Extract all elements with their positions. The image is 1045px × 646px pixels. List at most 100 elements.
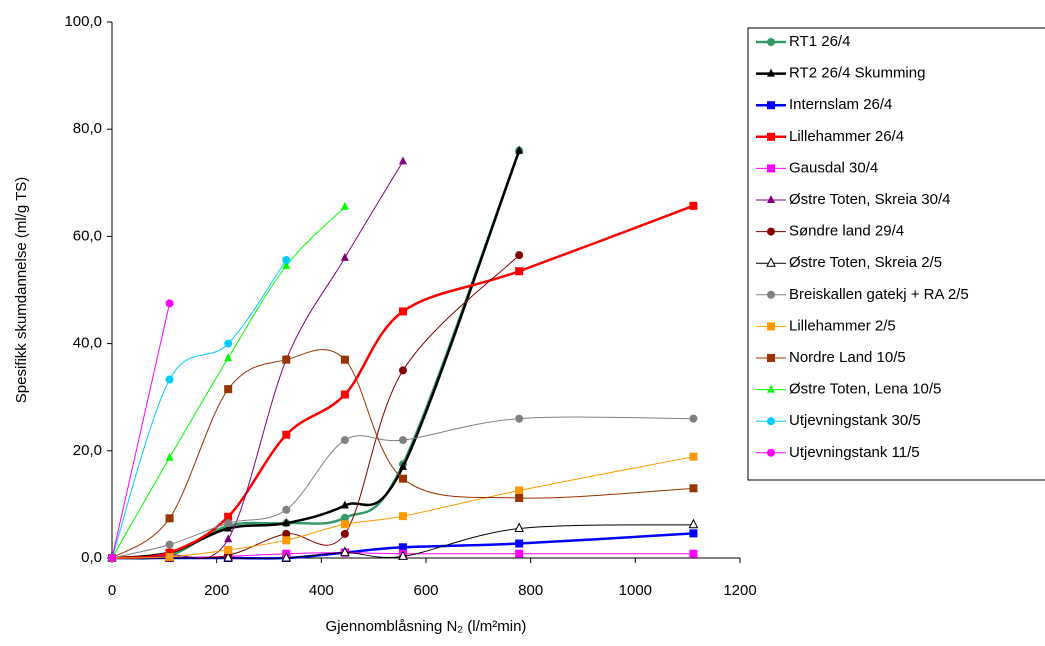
legend-label: RT1 26/4 (789, 33, 850, 50)
legend-marker (767, 132, 775, 141)
data-point (224, 519, 233, 528)
data-point (689, 452, 698, 461)
data-point (282, 536, 291, 545)
x-tick-label: 600 (413, 582, 438, 599)
data-point (688, 518, 699, 529)
y-tick-label: 60,0 (73, 227, 102, 244)
data-point (165, 299, 174, 308)
data-point (515, 486, 524, 495)
series-line (111, 303, 171, 559)
data-point (398, 366, 407, 375)
x-axis-label: Gjennomblåsning N₂ (l/m²min) (326, 618, 527, 635)
legend-marker (767, 101, 775, 110)
data-point (515, 414, 524, 423)
data-point (282, 518, 291, 527)
data-point (398, 156, 407, 165)
data-point (398, 461, 407, 470)
data-point (515, 267, 524, 276)
data-point (165, 514, 174, 523)
data-point (224, 523, 233, 532)
data-point (398, 550, 408, 560)
data-point (224, 353, 233, 362)
series-line (111, 259, 287, 559)
data-point (340, 390, 349, 399)
series-line (111, 206, 346, 559)
data-point (223, 551, 233, 562)
data-point (165, 452, 174, 461)
data-point (398, 436, 407, 445)
data-point (515, 539, 524, 548)
legend-label: Gausdal 30/4 (789, 159, 878, 176)
legend-label: Lillehammer 26/4 (789, 128, 904, 145)
x-tick-label: 400 (309, 582, 334, 599)
data-point (340, 546, 350, 557)
data-point (689, 529, 698, 538)
data-point (224, 512, 233, 521)
data-point (165, 375, 174, 384)
data-point (340, 201, 349, 210)
legend-marker (767, 290, 775, 299)
legend-marker (767, 164, 775, 173)
x-tick-label: 1000 (619, 582, 652, 599)
data-point (165, 540, 174, 549)
data-point (282, 529, 291, 538)
legend-marker (767, 322, 775, 331)
legend-marker (767, 384, 775, 393)
legend-marker (767, 417, 775, 426)
legend-label: Østre Toten, Lena 10/5 (789, 381, 941, 398)
series-line (111, 204, 694, 560)
legend-label: Breiskallen gatekj + RA 2/5 (789, 286, 969, 303)
data-point (689, 484, 698, 493)
y-tick-label: 0,0 (81, 549, 102, 566)
data-point (165, 552, 174, 561)
legend-label: Lillehammer 2/5 (789, 317, 896, 334)
legend-marker (767, 448, 775, 457)
data-point (398, 543, 407, 552)
legend-label: Nordre Land 10/5 (789, 349, 906, 366)
data-point (340, 513, 349, 522)
data-point (689, 201, 698, 210)
data-point (515, 493, 524, 502)
data-point (340, 252, 349, 261)
data-point (515, 145, 524, 154)
legend-box (747, 27, 1045, 481)
x-tick-label: 200 (204, 582, 229, 599)
legend-label: Søndre land 29/4 (789, 223, 904, 240)
data-point (340, 529, 349, 538)
x-tick-label: 1200 (723, 582, 756, 599)
legend-label: RT2 26/4 Skumming (789, 65, 925, 82)
data-point (282, 505, 291, 514)
legend-marker (767, 354, 775, 362)
x-tick-label: 0 (108, 582, 116, 599)
series-line (111, 456, 694, 559)
legend-label: Utjevningstank 30/5 (789, 412, 921, 429)
data-point (224, 339, 233, 348)
legend-marker (767, 68, 775, 77)
legend-label: Østre Toten, Skreia 2/5 (789, 254, 942, 271)
legend-marker (767, 195, 775, 203)
legend-marker (767, 38, 775, 46)
data-point (340, 436, 349, 445)
data-point (340, 355, 349, 364)
data-point (398, 512, 407, 521)
data-point (340, 500, 349, 509)
data-point (282, 430, 291, 439)
y-tick-label: 100,0 (64, 13, 102, 30)
legend-marker (766, 257, 776, 267)
data-point (224, 534, 233, 543)
data-point (515, 251, 524, 260)
legend-label: Østre Toten, Skreia 30/4 (789, 191, 950, 208)
data-point (340, 520, 349, 529)
data-point (282, 255, 291, 264)
data-point (281, 551, 292, 562)
series-line (111, 349, 694, 559)
data-point (398, 474, 407, 483)
y-tick-label: 20,0 (73, 442, 102, 459)
legend-marker (767, 227, 775, 236)
x-tick-label: 800 (518, 582, 543, 599)
data-point (282, 260, 291, 269)
legend-label: Internslam 26/4 (789, 96, 892, 113)
data-point (689, 549, 698, 558)
data-point (224, 545, 233, 554)
